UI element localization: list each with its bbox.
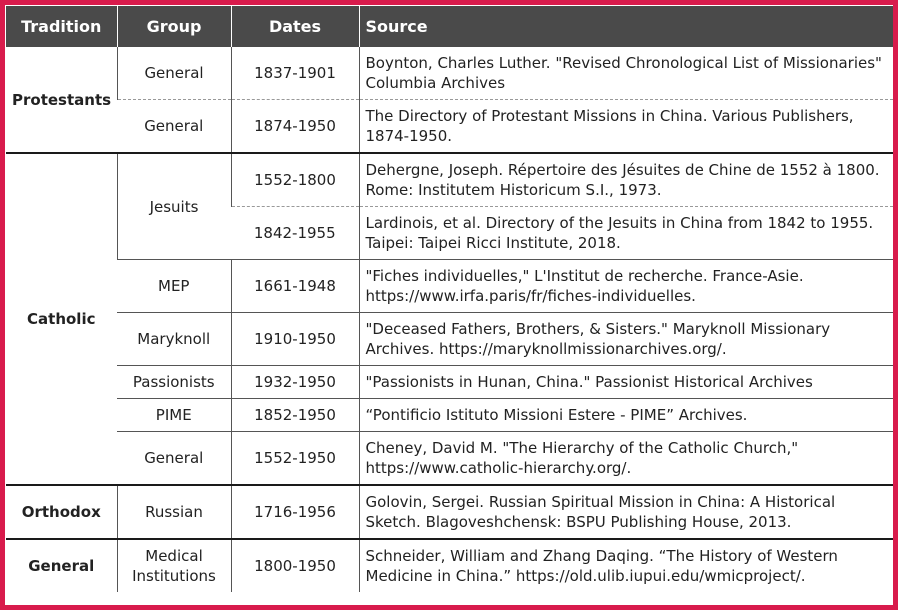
group-cell: Medical Institutions xyxy=(116,538,231,592)
tradition-cell: Catholic xyxy=(6,152,117,485)
header-row: Tradition Group Dates Source xyxy=(6,6,893,47)
table-row: General Medical Institutions 1800-1950 Schn… xyxy=(6,538,893,592)
table-row: MEP 1661-1948 "Fiches individuelles," L'In… xyxy=(6,259,893,313)
table-row: PIME 1852-1950 “Pontificio Istituto Missio… xyxy=(6,398,893,432)
source-cell: Lardinois, et al. Directory of the Jesui… xyxy=(358,206,893,260)
dates-cell: 1716-1956 xyxy=(230,484,359,539)
source-cell: “Pontificio Istituto Missioni Estere - P… xyxy=(358,398,893,432)
column-header: Source xyxy=(358,6,893,47)
tradition-cell: General xyxy=(6,538,117,592)
dates-cell: 1842-1955 xyxy=(231,206,359,260)
table-row: Protestants General 1837-1901 Boynton, Char… xyxy=(6,47,893,109)
source-cell: Boynton, Charles Luther. "Revised Chrono… xyxy=(358,47,893,100)
source-cell: The Directory of Protestant Missions in … xyxy=(358,99,893,153)
dates-cell: 1661-1948 xyxy=(230,259,359,313)
table-row: Catholic Jesuits 1552-1800 Dehergne, Joseph… xyxy=(6,152,893,485)
tradition-cell: Orthodox xyxy=(6,484,117,539)
column-header: Tradition xyxy=(6,6,117,47)
source-cell: "Passionists in Hunan, China." Passionis… xyxy=(358,365,893,399)
table-row: Orthodox Russian 1716-1956 Golovin, Sergei.… xyxy=(6,484,893,539)
group-cell: Russian xyxy=(116,484,231,539)
group-cell: Maryknoll xyxy=(117,312,231,366)
dates-cell: 1932-1950 xyxy=(230,365,359,399)
group-cell: General xyxy=(117,99,231,153)
table-row: Passionists 1932-1950 "Passionists in Huna… xyxy=(6,365,893,399)
column-header: Dates xyxy=(230,6,359,47)
group-cell: MEP xyxy=(117,259,231,313)
source-cell: Golovin, Sergei. Russian Spiritual Missi… xyxy=(358,484,893,539)
dates-cell: 1837-1901 xyxy=(230,47,359,100)
group-cell: Jesuits xyxy=(116,152,231,260)
dates-cell: 1800-1950 xyxy=(230,538,359,592)
group-cell: Passionists xyxy=(117,365,231,399)
table-row: General 1552-1950 Cheney, David M. "The Hi… xyxy=(6,431,893,485)
table-row: Maryknoll 1910-1950 "Deceased Fathers, Bro… xyxy=(6,312,893,366)
dates-cell: 1552-1800 xyxy=(230,152,359,207)
source-cell: Cheney, David M. "The Hierarchy of the C… xyxy=(358,431,893,485)
column-header: Group xyxy=(116,6,231,47)
dates-cell: 1552-1950 xyxy=(230,431,359,485)
source-cell: "Fiches individuelles," L'Institut de re… xyxy=(358,259,893,313)
table-row: General 1874-1950 The Directory of Protest… xyxy=(6,99,893,153)
dates-cell: 1852-1950 xyxy=(230,398,359,432)
source-cell: "Deceased Fathers, Brothers, & Sisters."… xyxy=(358,312,893,366)
group-cell: General xyxy=(117,431,231,485)
sources-table: Tradition Group Dates Source Protestants Gen… xyxy=(6,6,893,592)
source-cell: Schneider, William and Zhang Daqing. “Th… xyxy=(358,538,893,592)
dates-cell: 1874-1950 xyxy=(230,99,359,153)
table-row: 1842-1955 Lardinois, et al. Directory of … xyxy=(6,206,893,260)
tradition-cell: Protestants xyxy=(12,90,112,109)
dates-cell: 1910-1950 xyxy=(230,312,359,366)
group-cell: PIME xyxy=(117,398,231,432)
group-cell: General xyxy=(116,47,231,100)
source-cell: Dehergne, Joseph. Répertoire des Jésuite… xyxy=(358,152,893,207)
